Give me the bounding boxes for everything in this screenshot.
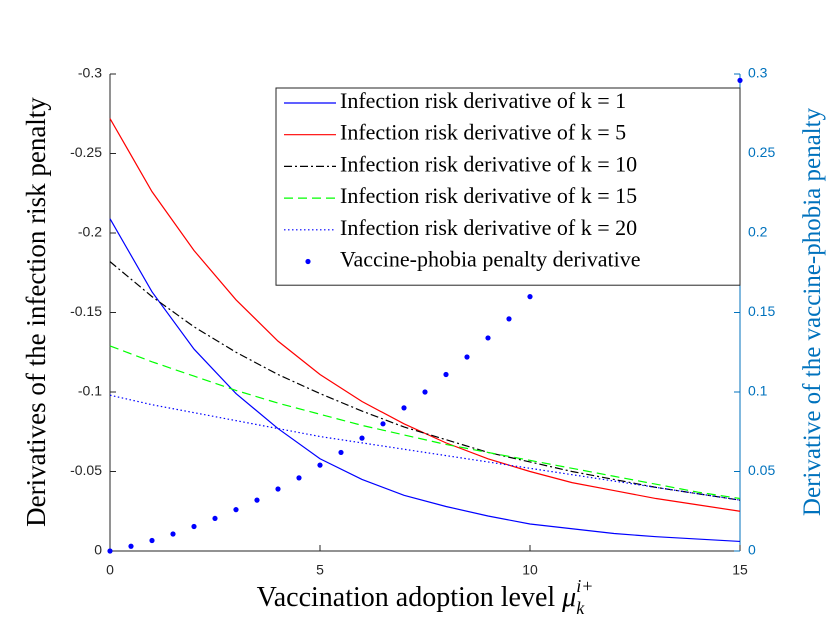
legend-box — [275, 87, 741, 286]
legend-label: Infection risk derivative of k = 20 — [340, 215, 637, 240]
data-point — [170, 531, 176, 537]
data-point — [233, 507, 239, 513]
y2-tick-label: 0 — [748, 542, 756, 558]
y-axis-label: Derivatives of the infection risk penalt… — [21, 97, 51, 527]
y-tick-label: -0.3 — [78, 65, 102, 81]
data-point — [275, 486, 281, 492]
legend-label: Vaccine-phobia penalty derivative — [340, 247, 641, 272]
y2-tick-label: 0.2 — [748, 224, 768, 240]
data-point — [254, 497, 260, 503]
x-axis-superscript: i+ — [576, 576, 593, 596]
x-tick-label: 15 — [732, 562, 748, 578]
data-point — [107, 548, 113, 554]
y-tick-label: 0 — [94, 542, 102, 558]
y2-tick-label: 0.05 — [748, 462, 775, 478]
y-tick-label: -0.25 — [70, 144, 102, 160]
y-tick-label: -0.1 — [78, 383, 102, 399]
legend: Infection risk derivative of k = 1 Infect… — [275, 87, 741, 286]
y-tick-label: -0.2 — [78, 224, 102, 240]
data-point — [317, 462, 323, 468]
data-point — [359, 435, 365, 441]
data-point — [464, 354, 470, 360]
data-point — [443, 371, 449, 378]
line-series — [109, 118, 741, 512]
x-tick-label: 0 — [106, 562, 114, 578]
data-point — [212, 515, 218, 522]
x-axis-label: Vaccination adoption level μki+ — [257, 576, 594, 618]
y-tick-label: -0.05 — [70, 462, 102, 478]
line-series — [109, 394, 741, 501]
data-point — [527, 294, 533, 300]
y2-tick-label: 0.25 — [748, 144, 775, 160]
x-axis-symbol: μ — [561, 582, 576, 613]
y-tick-label: -0.15 — [70, 303, 102, 319]
y2-axis-label: Derivative of the vaccine-phobia penalty — [799, 107, 826, 516]
x-axis-label-text: Vaccination adoption level — [257, 582, 556, 613]
x-tick-label: 10 — [522, 562, 538, 578]
data-point — [422, 389, 428, 395]
data-point — [149, 537, 155, 544]
legend-marker — [305, 258, 311, 265]
x-axis-subscript: k — [576, 598, 585, 618]
legend-label: Infection risk derivative of k = 5 — [340, 120, 626, 145]
data-point — [296, 475, 302, 481]
data-point — [338, 449, 344, 456]
y2-tick-label: 0.15 — [748, 303, 775, 319]
legend-label: Infection risk derivative of k = 1 — [340, 88, 626, 113]
legend-label: Infection risk derivative of k = 10 — [340, 151, 637, 176]
line-series — [109, 261, 741, 501]
y2-tick-label: 0.3 — [748, 65, 768, 81]
line-series — [109, 218, 741, 543]
data-point — [380, 421, 386, 427]
x-tick-label: 5 — [316, 562, 324, 578]
plot-area: 0 5 10 150-0.05-0.1-0.15-0.2-0.25-0.300.050… — [70, 65, 775, 578]
data-point — [191, 523, 197, 530]
line-series — [109, 345, 741, 500]
data-point — [401, 405, 407, 411]
y2-tick-label: 0.1 — [748, 383, 768, 399]
data-point — [128, 543, 134, 549]
data-point — [506, 316, 512, 322]
data-point — [485, 335, 491, 341]
data-point — [737, 77, 743, 83]
legend-label: Infection risk derivative of k = 15 — [340, 183, 637, 208]
